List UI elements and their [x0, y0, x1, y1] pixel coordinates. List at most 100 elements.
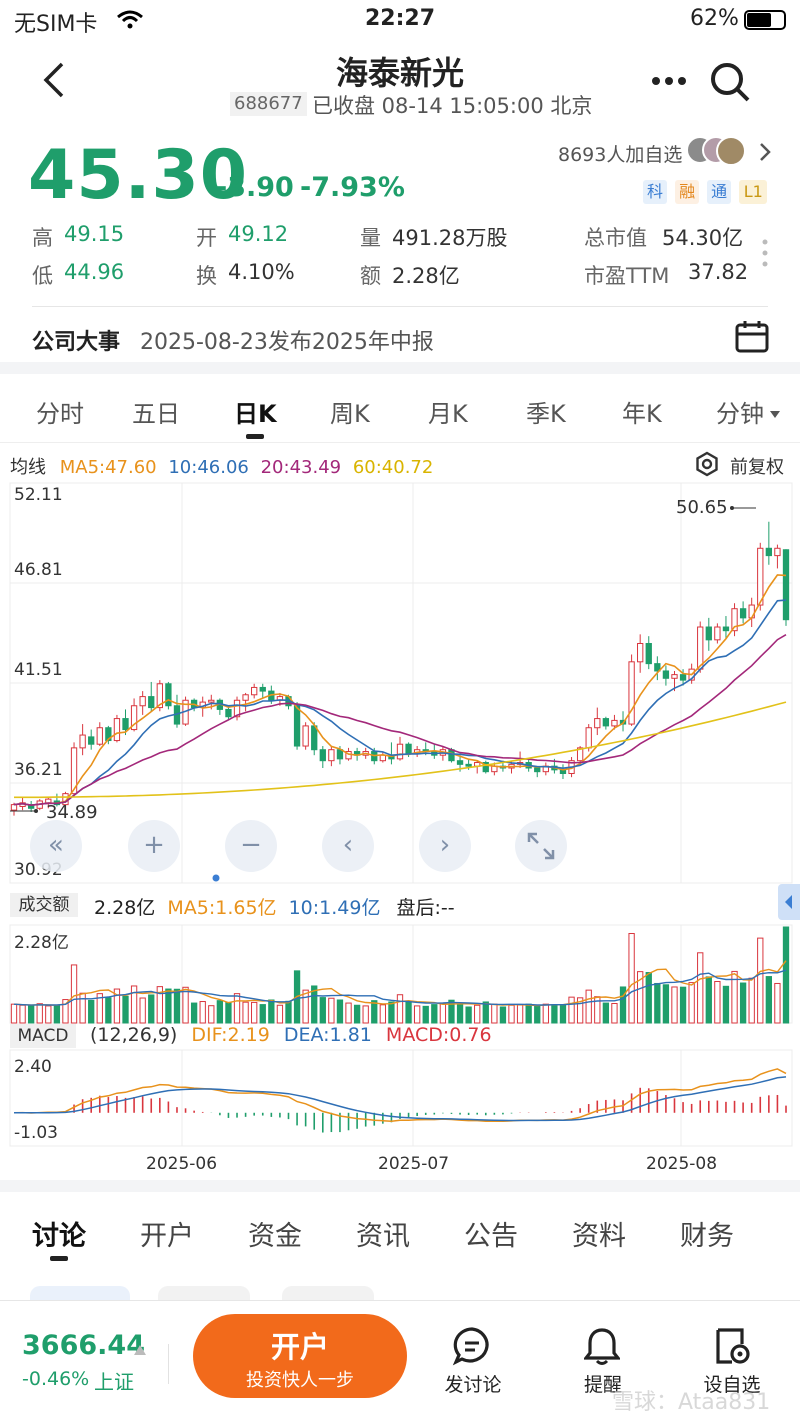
candle-body — [611, 719, 618, 727]
tab-yearly-k[interactable]: 年K — [622, 400, 662, 428]
event-text[interactable]: 2025-08-23发布2025年中报 — [140, 330, 434, 355]
candle-body — [448, 749, 455, 762]
candle-body — [722, 626, 730, 632]
tab-monthly-k[interactable]: 月K — [428, 400, 468, 428]
zoom-in-button[interactable]: + — [128, 820, 180, 872]
volume-value: 2.28亿 — [94, 897, 156, 919]
candle-body — [242, 694, 249, 701]
volume-bar — [79, 992, 86, 1024]
volume-bar — [757, 937, 764, 1024]
candle-body — [602, 718, 610, 727]
volume-label[interactable]: 成交额 — [10, 893, 78, 917]
open-account-label: 开户 — [270, 1330, 329, 1364]
volume-bar — [105, 997, 112, 1024]
set-watchlist-label[interactable]: 设自选 — [703, 1374, 761, 1396]
last-price: 45.30 — [28, 136, 249, 215]
candle-body — [251, 686, 258, 696]
filter-chip[interactable] — [282, 1286, 374, 1300]
caret-down-icon[interactable] — [770, 404, 780, 423]
tab-news[interactable]: 资讯 — [356, 1221, 410, 1252]
stat-pe-value: 37.82 — [688, 260, 749, 284]
tab-daily-k[interactable]: 日K — [234, 400, 277, 428]
tab-weekly-k[interactable]: 周K — [330, 400, 370, 428]
volume-bar — [508, 1004, 515, 1024]
settings-icon[interactable] — [694, 451, 720, 481]
tab-quarterly-k[interactable]: 季K — [526, 400, 566, 428]
ma60-line — [14, 701, 787, 799]
section-gap — [0, 362, 800, 374]
volume-bar — [637, 971, 644, 1024]
open-account-button[interactable]: 开户 投资快人一步 — [193, 1314, 407, 1398]
scroll-right-button[interactable]: › — [419, 820, 471, 872]
filter-chip[interactable] — [158, 1286, 250, 1300]
tab-discussion[interactable]: 讨论 — [32, 1221, 86, 1252]
tag-margin: 融 — [675, 180, 700, 204]
tab-minute[interactable]: 分钟 — [716, 400, 764, 428]
add-watchlist-icon[interactable] — [712, 1326, 752, 1370]
volume-bar — [662, 984, 670, 1024]
chart-grid — [9, 482, 793, 1147]
bell-icon[interactable] — [582, 1326, 622, 1370]
ma10-line — [13, 599, 787, 807]
volume-bar — [542, 1003, 549, 1024]
volume-bar — [602, 1002, 610, 1024]
back-icon[interactable] — [38, 60, 78, 104]
candle-body — [714, 626, 721, 641]
volume-bar — [259, 1004, 266, 1024]
chevron-right-icon[interactable] — [758, 142, 772, 166]
divider — [32, 306, 768, 307]
chat-icon[interactable] — [452, 1326, 492, 1370]
price-change: -3.90 — [216, 172, 294, 203]
index-value[interactable]: 3666.44 — [22, 1330, 145, 1361]
tab-five-day[interactable]: 五日 — [132, 400, 180, 428]
candle-body — [405, 743, 412, 754]
ma20-value: 20:43.49 — [260, 457, 342, 478]
volume-bar — [88, 999, 95, 1024]
volume-bar — [782, 926, 790, 1024]
post-discussion-label[interactable]: 发讨论 — [444, 1374, 502, 1396]
tab-intraday[interactable]: 分时 — [36, 400, 84, 428]
vertical-more-icon[interactable] — [760, 238, 770, 272]
kline-chart[interactable] — [0, 480, 800, 1150]
candle-body — [302, 725, 309, 747]
low-marker-dot — [34, 809, 38, 813]
tab-account[interactable]: 开户 — [140, 1221, 194, 1252]
candle-body — [465, 763, 472, 767]
macd-label[interactable]: MACD — [10, 1024, 76, 1048]
candle-body — [336, 749, 344, 760]
volume-bar — [319, 997, 326, 1024]
remind-label[interactable]: 提醒 — [583, 1374, 622, 1396]
tab-financials[interactable]: 财务 — [680, 1221, 734, 1252]
open-account-sub: 投资快人一步 — [246, 1370, 354, 1391]
more-icon[interactable] — [650, 66, 690, 100]
volume-bar — [156, 986, 163, 1024]
volume-bar — [311, 985, 318, 1024]
volume-bar — [697, 952, 704, 1024]
volume-bar — [336, 999, 344, 1024]
volume-bar — [182, 986, 189, 1024]
candle-body — [311, 725, 318, 751]
macd-dea: DEA:1.81 — [283, 1024, 372, 1046]
ma-label: 均线 — [10, 457, 46, 478]
scroll-left-button[interactable]: ‹ — [322, 820, 374, 872]
tab-profile[interactable]: 资料 — [572, 1221, 626, 1252]
collapse-panel-icon[interactable] — [778, 884, 800, 920]
tab-announcements[interactable]: 公告 — [464, 1221, 518, 1252]
search-icon[interactable] — [708, 60, 752, 108]
volume-bar — [765, 976, 773, 1024]
tab-funds[interactable]: 资金 — [248, 1221, 302, 1252]
candle-body — [585, 727, 592, 749]
filter-chip[interactable] — [30, 1286, 130, 1300]
candle-body — [259, 686, 266, 692]
stat-pe-label: 市盈TTM — [584, 264, 670, 288]
battery-icon — [744, 10, 786, 30]
zoom-out-button[interactable]: − — [225, 820, 277, 872]
adjust-mode[interactable]: 前复权 — [730, 457, 784, 478]
fullscreen-icon[interactable] — [515, 820, 567, 872]
scroll-first-button[interactable]: « — [30, 820, 82, 872]
volume-bar — [199, 1001, 206, 1024]
calendar-icon[interactable] — [734, 318, 770, 358]
followers-count[interactable]: 8693人加自选 — [558, 144, 683, 166]
candle-body — [765, 547, 773, 557]
candle-body — [105, 727, 112, 742]
